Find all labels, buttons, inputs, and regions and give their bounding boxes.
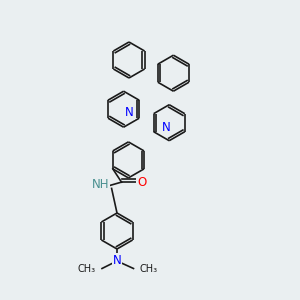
Text: N: N bbox=[162, 121, 171, 134]
Text: CH₃: CH₃ bbox=[78, 263, 96, 274]
Text: O: O bbox=[137, 176, 146, 189]
Text: NH: NH bbox=[92, 178, 109, 191]
Text: N: N bbox=[112, 254, 122, 268]
Text: CH₃: CH₃ bbox=[140, 263, 158, 274]
Text: N: N bbox=[124, 106, 134, 119]
